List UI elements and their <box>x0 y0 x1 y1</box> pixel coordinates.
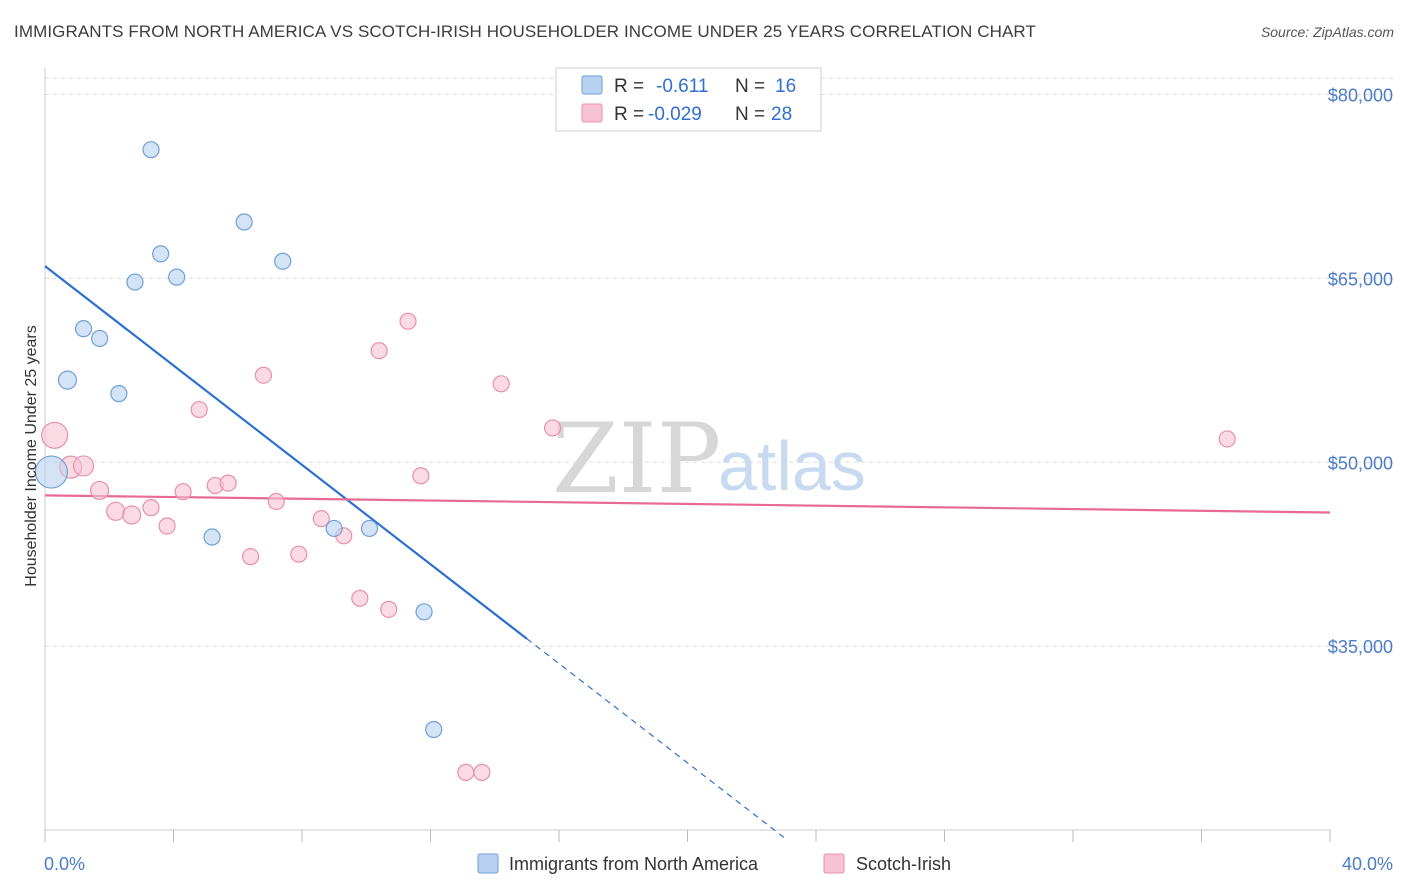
x-tick-labels: 0.0% 40.0% <box>44 854 1393 874</box>
point-blue <box>142 141 160 159</box>
point-blue <box>203 528 221 546</box>
point-pink <box>290 545 308 563</box>
point-pink <box>174 483 192 501</box>
point-pink <box>41 421 69 449</box>
legend-r-label: R = <box>614 76 644 97</box>
point-pink <box>370 342 388 360</box>
point-blue <box>415 603 433 621</box>
correlation-legend: R = -0.611 N = 16 R = -0.029 N = 28 <box>555 67 822 132</box>
y-axis-label: Householder Income Under 25 years <box>23 325 40 586</box>
trend-line-blue <box>44 265 528 640</box>
legend-swatch-blue <box>581 75 603 95</box>
y-tick-label: $35,000 <box>1328 637 1393 657</box>
series-legend: Immigrants from North America Scotch-Iri… <box>477 853 951 874</box>
legend-r-label: R = <box>614 104 644 125</box>
y-tick-label: $65,000 <box>1328 269 1393 289</box>
watermark: ZIP atlas <box>552 403 866 515</box>
point-pink <box>72 455 95 477</box>
trend-line-pink <box>44 494 1331 514</box>
series-swatch-pink <box>823 853 845 874</box>
point-pink <box>543 419 562 437</box>
point-pink <box>254 366 273 384</box>
watermark-zip: ZIP <box>552 403 721 515</box>
legend-n-label: N = <box>735 76 765 97</box>
y-tick-label: $50,000 <box>1328 453 1393 473</box>
watermark-atlas: atlas <box>718 427 866 505</box>
point-blue <box>152 245 170 263</box>
point-blue <box>91 329 109 348</box>
point-blue <box>34 455 69 489</box>
point-blue <box>360 519 379 538</box>
axes <box>44 68 1331 842</box>
point-pink <box>351 589 369 607</box>
x-tick-label: 0.0% <box>44 854 85 874</box>
point-pink <box>412 467 430 485</box>
point-pink <box>158 517 176 535</box>
point-blue <box>235 213 253 231</box>
point-pink <box>1218 430 1236 448</box>
trend-lines <box>44 265 1331 838</box>
trend-extension-blue <box>526 638 785 838</box>
point-pink <box>219 474 237 492</box>
point-pink <box>312 510 330 528</box>
point-blue <box>74 320 93 338</box>
point-blue <box>425 720 443 739</box>
point-blue <box>110 385 128 403</box>
point-pink <box>399 312 417 330</box>
point-pink <box>267 492 285 511</box>
point-blue <box>274 252 292 270</box>
data-points <box>34 141 1236 781</box>
point-pink <box>106 501 126 521</box>
point-pink <box>492 375 510 393</box>
point-blue <box>325 519 343 538</box>
series-swatch-blue <box>477 853 499 874</box>
point-pink <box>242 548 260 566</box>
legend-swatch-pink <box>581 103 603 123</box>
series-label-immigrants: Immigrants from North America <box>509 854 759 874</box>
x-tick-label: 40.0% <box>1342 854 1393 874</box>
point-blue <box>126 273 144 291</box>
series-label-scotch-irish: Scotch-Irish <box>856 854 951 874</box>
point-blue <box>168 268 186 286</box>
legend-n-value: 28 <box>771 104 792 125</box>
point-pink <box>142 499 160 517</box>
legend-r-value: -0.029 <box>648 104 702 125</box>
point-blue <box>57 370 78 390</box>
point-pink <box>190 400 208 419</box>
point-pink <box>457 763 475 781</box>
source-label: Source: ZipAtlas.com <box>1260 24 1394 40</box>
point-pink <box>473 763 491 781</box>
point-pink <box>90 480 110 501</box>
point-pink <box>122 505 142 525</box>
point-pink <box>380 600 398 618</box>
legend-n-label: N = <box>735 104 765 125</box>
chart-title: IMMIGRANTS FROM NORTH AMERICA VS SCOTCH-… <box>14 22 1036 41</box>
legend-n-value: 16 <box>775 76 796 97</box>
y-tick-label: $80,000 <box>1328 86 1393 106</box>
y-tick-labels: $35,000 $50,000 $65,000 $80,000 <box>1328 86 1393 658</box>
legend-r-value: -0.611 <box>656 76 708 97</box>
